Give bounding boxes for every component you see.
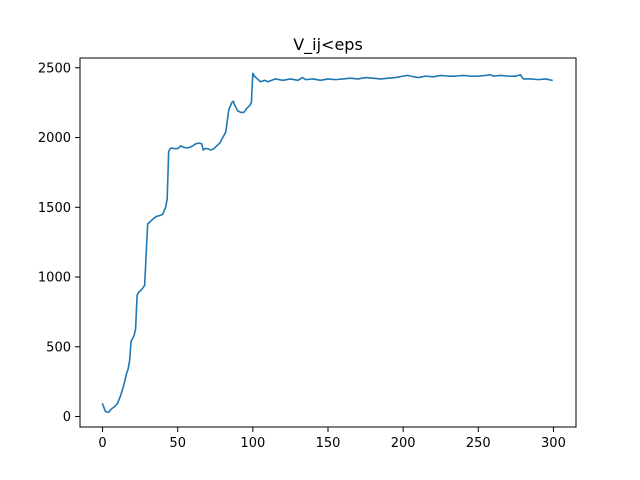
y-tick-label: 500 [46,340,71,355]
y-tick-label: 1000 [38,271,71,286]
x-tick-label: 300 [541,436,566,451]
x-tick-label: 50 [169,436,186,451]
y-axis: 0 500 1000 1500 2000 2500 [38,61,80,425]
y-tick-label: 2500 [38,61,71,76]
x-tick-label: 200 [391,436,416,451]
x-tick-label: 100 [240,436,265,451]
y-tick-label: 2000 [38,131,71,146]
x-axis: 0 50 100 150 200 250 300 [98,427,566,451]
x-tick-label: 150 [316,436,341,451]
x-tick-label: 0 [98,436,106,451]
y-tick-label: 0 [63,410,71,425]
y-tick-label: 1500 [38,201,71,216]
series-layer [101,72,553,414]
x-tick-label: 250 [466,436,491,451]
series-line [101,72,553,414]
chart-title: V_ij<eps [293,35,363,55]
